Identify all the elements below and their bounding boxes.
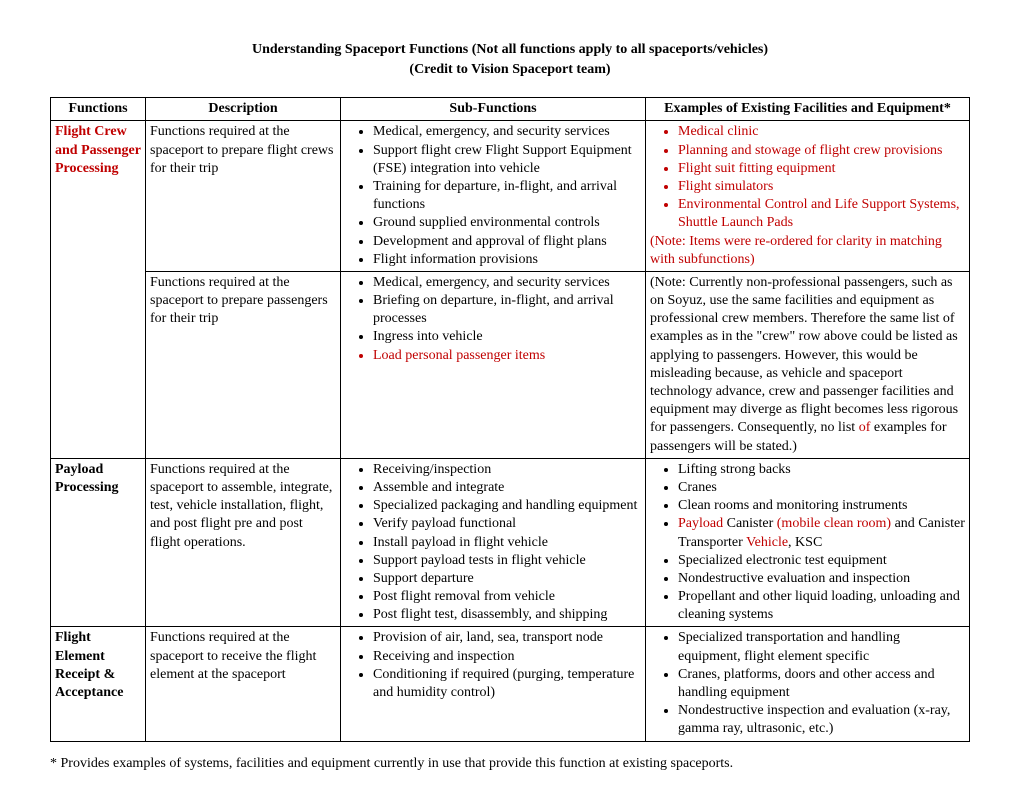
list-item: Flight information provisions	[373, 251, 641, 269]
cell-examples: Medical clinic Planning and stowage of f…	[646, 121, 970, 272]
table-row: Payload Processing Functions required at…	[51, 458, 970, 627]
text-span: Canister	[723, 516, 777, 531]
cell-examples: Lifting strong backs Cranes Clean rooms …	[646, 458, 970, 627]
note-text: (Note: Items were re-ordered for clarity…	[650, 234, 942, 267]
cell-description: Functions required at the spaceport to p…	[146, 271, 341, 458]
list-item: Environmental Control and Life Support S…	[678, 196, 965, 232]
cell-subfunctions: Medical, emergency, and security service…	[341, 121, 646, 272]
list-item: Ground supplied environmental controls	[373, 214, 641, 232]
footnote: * Provides examples of systems, faciliti…	[50, 756, 970, 772]
cell-function: Flight Element Receipt & Acceptance	[51, 627, 146, 741]
list-item: Post flight test, disassembly, and shipp…	[373, 606, 641, 624]
list-item: Propellant and other liquid loading, unl…	[678, 588, 965, 624]
table-row: Functions required at the spaceport to p…	[51, 271, 970, 458]
list-item: Ingress into vehicle	[373, 328, 641, 346]
list-item: Flight suit fitting equipment	[678, 160, 965, 178]
table-row: Flight Crew and Passenger Processing Fun…	[51, 121, 970, 272]
list-item: Medical, emergency, and security service…	[373, 123, 641, 141]
list-item: Conditioning if required (purging, tempe…	[373, 666, 641, 702]
list-item: Payload Canister (mobile clean room) and…	[678, 515, 965, 551]
cell-subfunctions: Medical, emergency, and security service…	[341, 271, 646, 458]
text-span: , KSC	[788, 535, 822, 550]
note-text: (Note: Currently non-professional passen…	[650, 275, 958, 436]
cell-function: Flight Crew and Passenger Processing	[51, 121, 146, 458]
list-item: Clean rooms and monitoring instruments	[678, 497, 965, 515]
list-item: Development and approval of flight plans	[373, 233, 641, 251]
list-item: Receiving/inspection	[373, 461, 641, 479]
text-span: Vehicle	[746, 535, 788, 550]
text-span: Payload	[678, 516, 723, 531]
list-item: Post flight removal from vehicle	[373, 588, 641, 606]
list-item: Lifting strong backs	[678, 461, 965, 479]
cell-description: Functions required at the spaceport to r…	[146, 627, 341, 741]
list-item: Support flight crew Flight Support Equip…	[373, 142, 641, 178]
title-line-1: Understanding Spaceport Functions (Not a…	[50, 40, 970, 60]
cell-examples: (Note: Currently non-professional passen…	[646, 271, 970, 458]
table-row: Flight Element Receipt & Acceptance Func…	[51, 627, 970, 741]
list-item: Cranes	[678, 479, 965, 497]
list-item: Cranes, platforms, doors and other acces…	[678, 666, 965, 702]
list-item: Medical, emergency, and security service…	[373, 274, 641, 292]
cell-examples: Specialized transportation and handling …	[646, 627, 970, 741]
cell-subfunctions: Receiving/inspection Assemble and integr…	[341, 458, 646, 627]
header-description: Description	[146, 98, 341, 121]
text-span: (mobile clean room)	[777, 516, 891, 531]
cell-subfunctions: Provision of air, land, sea, transport n…	[341, 627, 646, 741]
cell-description: Functions required at the spaceport to p…	[146, 121, 341, 272]
table-header-row: Functions Description Sub-Functions Exam…	[51, 98, 970, 121]
header-functions: Functions	[51, 98, 146, 121]
list-item: Load personal passenger items	[373, 347, 641, 365]
list-item: Planning and stowage of flight crew prov…	[678, 142, 965, 160]
list-item: Nondestructive inspection and evaluation…	[678, 702, 965, 738]
list-item: Specialized electronic test equipment	[678, 552, 965, 570]
list-item: Training for departure, in-flight, and a…	[373, 178, 641, 214]
document-title: Understanding Spaceport Functions (Not a…	[50, 40, 970, 79]
list-item: Specialized transportation and handling …	[678, 629, 965, 665]
list-item: Assemble and integrate	[373, 479, 641, 497]
functions-table: Functions Description Sub-Functions Exam…	[50, 97, 970, 741]
list-item: Nondestructive evaluation and inspection	[678, 570, 965, 588]
list-item: Provision of air, land, sea, transport n…	[373, 629, 641, 647]
list-item: Support payload tests in flight vehicle	[373, 552, 641, 570]
list-item: Verify payload functional	[373, 515, 641, 533]
list-item: Install payload in flight vehicle	[373, 534, 641, 552]
header-examples: Examples of Existing Facilities and Equi…	[646, 98, 970, 121]
cell-description: Functions required at the spaceport to a…	[146, 458, 341, 627]
header-subfunctions: Sub-Functions	[341, 98, 646, 121]
cell-function: Payload Processing	[51, 458, 146, 627]
list-item: Specialized packaging and handling equip…	[373, 497, 641, 515]
list-item: Support departure	[373, 570, 641, 588]
list-item: Medical clinic	[678, 123, 965, 141]
list-item: Briefing on departure, in-flight, and ar…	[373, 292, 641, 328]
list-item: Receiving and inspection	[373, 648, 641, 666]
title-line-2: (Credit to Vision Spaceport team)	[50, 60, 970, 80]
list-item: Flight simulators	[678, 178, 965, 196]
note-text: of	[859, 420, 871, 435]
